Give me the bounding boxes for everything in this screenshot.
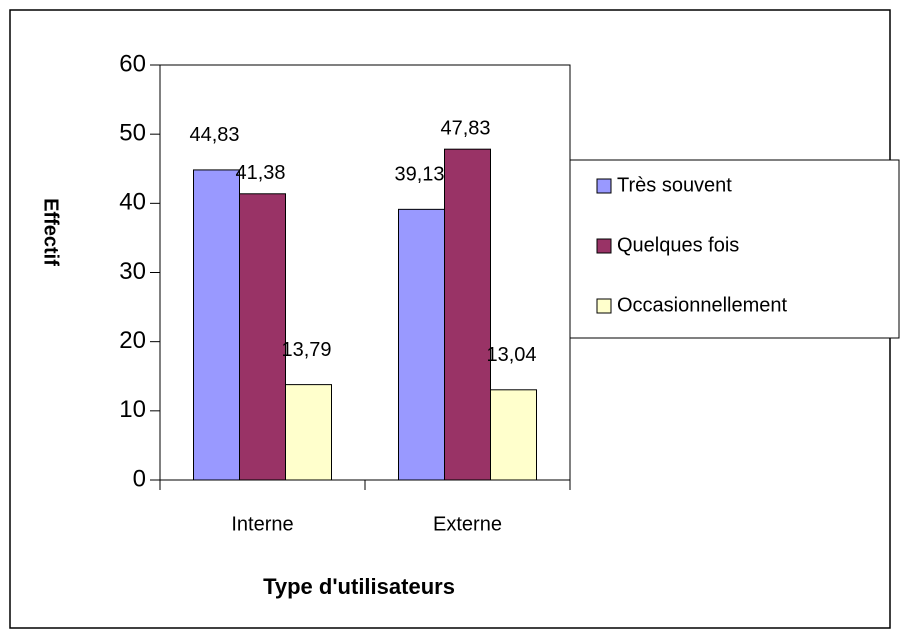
data-label: 39,13 (394, 164, 444, 186)
x-axis-label: Type d'utilisateurs (263, 574, 455, 599)
bar (398, 208, 445, 481)
y-tick-label: 40 (119, 189, 146, 216)
y-axis-label: Effectif (40, 198, 62, 266)
legend-swatch (596, 178, 612, 194)
y-tick-label: 30 (119, 258, 146, 285)
plot-border (160, 64, 571, 480)
legend-swatch (596, 298, 612, 314)
y-tick-label: 50 (119, 120, 146, 147)
x-tick-label: Interne (231, 513, 293, 535)
bar (239, 193, 286, 481)
data-label: 13,79 (281, 339, 331, 361)
legend-label: Occasionnellement (617, 294, 788, 316)
data-label: 41,38 (235, 162, 285, 184)
legend-box (569, 159, 900, 339)
y-tick-label: 0 (133, 465, 146, 492)
legend-label: Très souvent (617, 174, 732, 196)
y-tick-label: 20 (119, 327, 146, 354)
bar (285, 384, 332, 481)
legend-label: Quelques fois (617, 234, 739, 256)
data-label: 13,04 (486, 344, 536, 366)
x-tick-label: Externe (433, 513, 502, 535)
bar (193, 169, 240, 481)
data-label: 47,83 (440, 117, 490, 139)
bar (444, 148, 491, 481)
data-label: 44,83 (189, 124, 239, 146)
y-tick-label: 10 (119, 396, 146, 423)
y-tick-label: 60 (119, 50, 146, 77)
legend-swatch (596, 238, 612, 254)
bar (490, 389, 537, 481)
